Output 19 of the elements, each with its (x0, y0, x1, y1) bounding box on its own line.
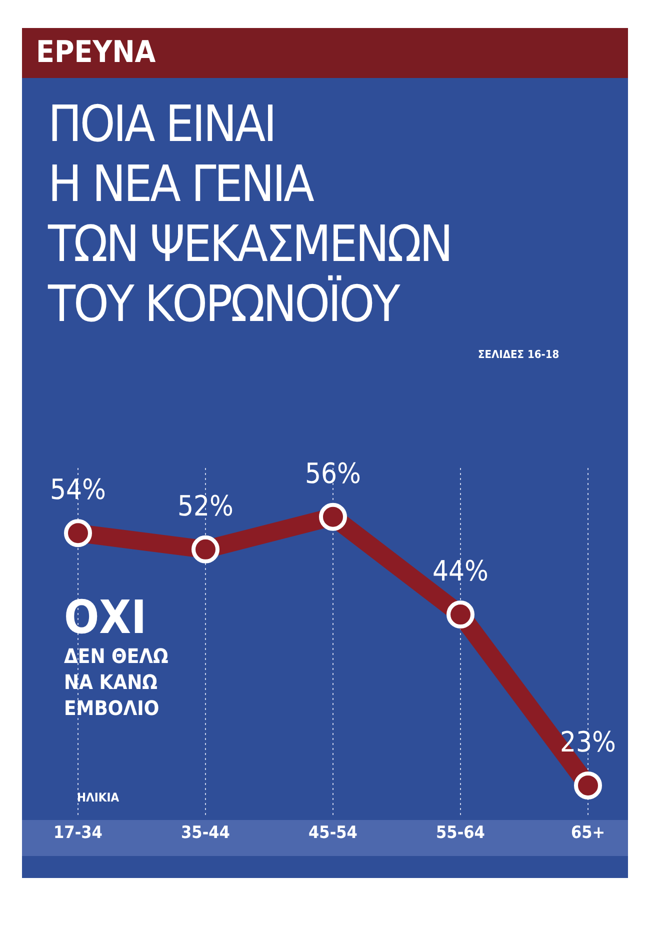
x-tick-label: 45-54 (308, 823, 358, 844)
x-tick-label: 65+ (570, 823, 606, 844)
point (446, 600, 474, 629)
annotation: ΟΧΙ ΔΕΝ ΘΕΛΩ ΝΑ ΚΑΝΩ ΕΜΒΟΛΙΟ (64, 590, 168, 721)
x-tick-label: 55-64 (436, 823, 485, 844)
point (319, 502, 347, 531)
point (574, 771, 602, 800)
data-label: 44% (432, 554, 488, 588)
data-label: 52% (178, 489, 234, 522)
x-tick-label: 35-44 (181, 823, 230, 844)
point (192, 535, 220, 564)
data-label: 56% (305, 456, 361, 490)
x-tick-label: 17-34 (54, 823, 102, 844)
x-axis-title: ΗΛΙΚΙΑ (77, 790, 120, 805)
data-label: 54% (50, 473, 106, 506)
chart-title: ΠΟΙΑ ΕΙΝΑΙ Η ΝΕΑ ΓΕΝΙΑ ΤΩΝ ΨΕΚΑΣΜΕΝΩΝ ΤΟΥ ΚΟΡΩΝΟΪΟΥ (48, 94, 452, 334)
point (64, 519, 92, 548)
text: ΕΡΕΥΝΑ (22, 28, 628, 78)
text: ΣΕΛΙΔΕΣ 16-18 (478, 348, 560, 361)
